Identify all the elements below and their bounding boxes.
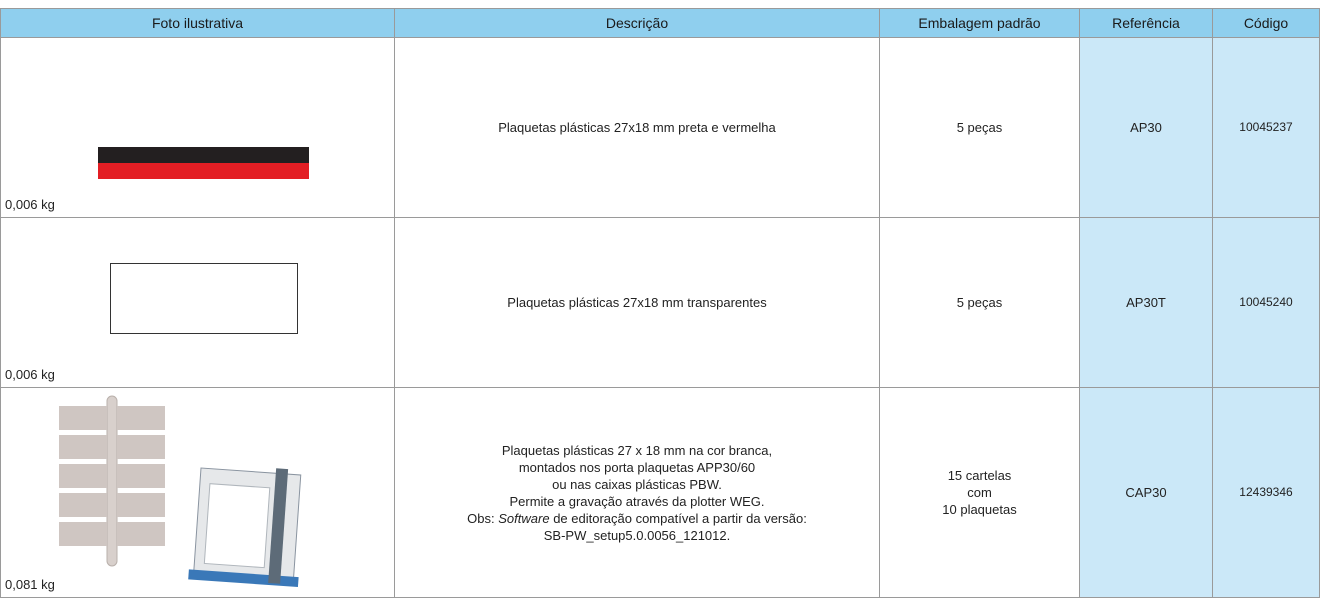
code-cell: 10045237 xyxy=(1213,38,1320,218)
description-line: Plaquetas plásticas 27x18 mm transparent… xyxy=(507,295,767,310)
packaging-cell: 5 peças xyxy=(880,38,1080,218)
header-text: Foto ilustrativa xyxy=(151,14,244,31)
reference-cell: AP30 xyxy=(1080,38,1213,218)
code-cell: 10045240 xyxy=(1213,218,1320,388)
description-line: Obs: Software de editoração compatível a… xyxy=(467,510,807,527)
description-part: de editoração compatível a partir da ver… xyxy=(553,510,807,526)
photo-cell: 0,081 kg xyxy=(0,388,395,598)
weight: 0,081 kg xyxy=(5,577,55,592)
description-part: Obs: xyxy=(467,510,495,526)
weight: 0,006 kg xyxy=(5,367,55,382)
reference-cell: AP30T xyxy=(1080,218,1213,388)
description-cell: Plaquetas plásticas 27x18 mm transparent… xyxy=(395,218,880,388)
description-cell: Plaquetas plásticas 27x18 mm preta e ver… xyxy=(395,38,880,218)
header-text: Embalagem padrão xyxy=(918,14,1041,31)
packaging-line: 15 cartelas xyxy=(947,468,1012,483)
header-cell: Descrição xyxy=(395,8,880,38)
code: 10045240 xyxy=(1239,295,1293,309)
description-part: Software xyxy=(498,510,550,526)
description-line: Plaquetas plásticas 27 x 18 mm na cor br… xyxy=(501,442,773,458)
description-line: ou nas caixas plásticas PBW. xyxy=(552,476,722,492)
photo-cell: 0,006 kg xyxy=(0,38,395,218)
packaging-cell: 5 peças xyxy=(880,218,1080,388)
packaging-line: 5 peças xyxy=(956,295,1003,310)
description-line: montados nos porta plaquetas APP30/60 xyxy=(518,459,756,475)
product-photo xyxy=(98,147,309,179)
code: 10045237 xyxy=(1239,120,1293,134)
packaging-line: com xyxy=(967,485,992,500)
packaging-line: 5 peças xyxy=(956,120,1003,135)
packaging-line: 10 plaquetas xyxy=(942,502,1017,517)
description-cell: Plaquetas plásticas 27 x 18 mm na cor br… xyxy=(395,388,880,598)
header-cell: Referência xyxy=(1080,8,1213,38)
reference: CAP30 xyxy=(1125,485,1167,500)
description-line: Plaquetas plásticas 27x18 mm preta e ver… xyxy=(498,120,776,135)
header-text: Código xyxy=(1243,14,1289,31)
header-cell: Código xyxy=(1213,8,1320,38)
header-text: Descrição xyxy=(605,14,669,31)
packaging-cell: 15 cartelas com 10 plaquetas xyxy=(880,388,1080,598)
product-photo xyxy=(59,395,302,588)
weight: 0,006 kg xyxy=(5,197,55,212)
description-line: SB-PW_setup5.0.0056_121012. xyxy=(543,527,731,543)
description-line: Permite a gravação através da plotter WE… xyxy=(509,493,765,509)
header-cell: Foto ilustrativa xyxy=(0,8,395,38)
header-cell: Embalagem padrão xyxy=(880,8,1080,38)
photo-cell: 0,006 kg xyxy=(0,218,395,388)
reference: AP30T xyxy=(1126,295,1166,310)
cut-title-strip xyxy=(0,0,300,8)
code: 12439346 xyxy=(1239,485,1293,499)
header-text: Referência xyxy=(1112,14,1180,31)
product-photo xyxy=(110,263,298,334)
reference: AP30 xyxy=(1130,120,1162,135)
code-cell: 12439346 xyxy=(1213,388,1320,598)
reference-cell: CAP30 xyxy=(1080,388,1213,598)
